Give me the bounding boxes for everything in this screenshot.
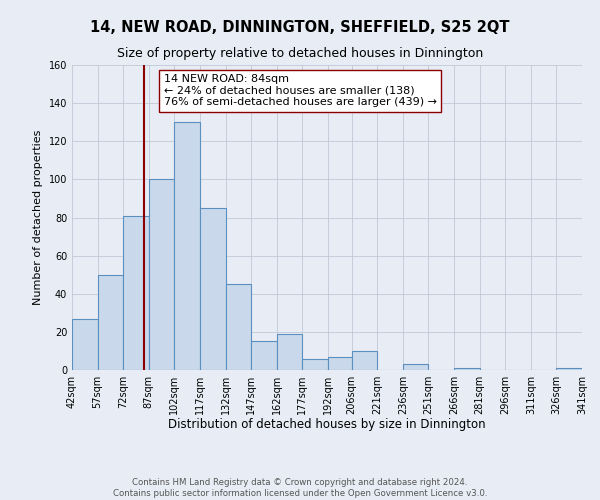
Y-axis label: Number of detached properties: Number of detached properties [33,130,43,305]
Bar [454,368,479,370]
Bar [352,351,377,370]
Text: 14, NEW ROAD, DINNINGTON, SHEFFIELD, S25 2QT: 14, NEW ROAD, DINNINGTON, SHEFFIELD, S25… [90,20,510,35]
Text: Size of property relative to detached houses in Dinnington: Size of property relative to detached ho… [117,48,483,60]
Text: Contains HM Land Registry data © Crown copyright and database right 2024.
Contai: Contains HM Land Registry data © Crown c… [113,478,487,498]
Text: 14 NEW ROAD: 84sqm
← 24% of detached houses are smaller (138)
76% of semi-detach: 14 NEW ROAD: 84sqm ← 24% of detached hou… [164,74,437,108]
Bar [98,274,123,370]
Bar [251,342,277,370]
Bar [226,284,251,370]
Bar [556,368,582,370]
Bar [328,356,352,370]
Bar [72,318,98,370]
Bar [149,180,175,370]
Bar [302,358,328,370]
Bar [123,216,149,370]
Bar [277,334,302,370]
Bar [403,364,428,370]
Bar [175,122,200,370]
X-axis label: Distribution of detached houses by size in Dinnington: Distribution of detached houses by size … [168,418,486,432]
Bar [200,208,226,370]
